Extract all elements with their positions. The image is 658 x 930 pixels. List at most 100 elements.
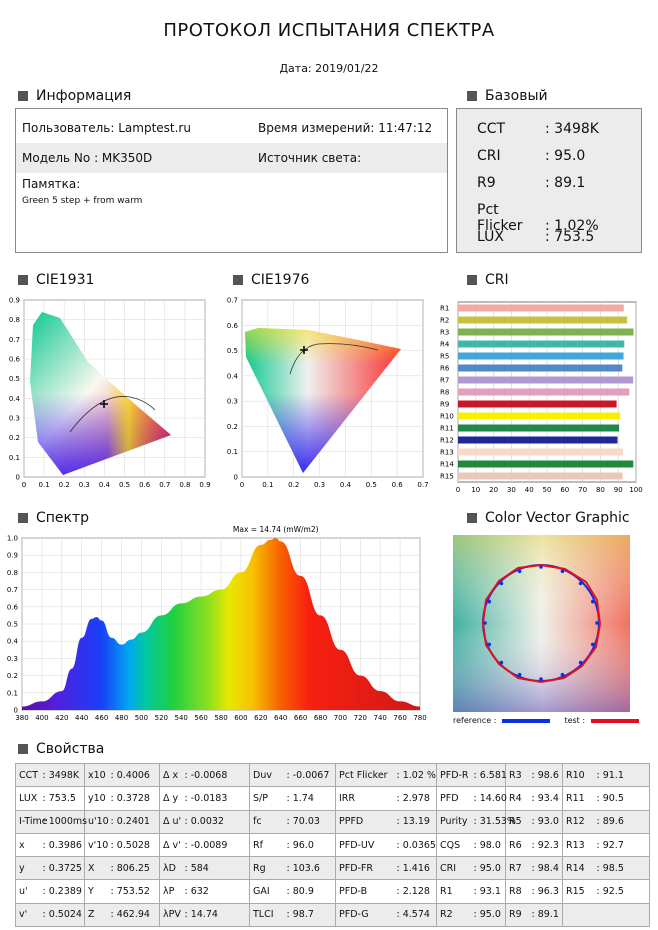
x-tick-label: 0.2 <box>288 481 299 489</box>
y-tick-label: 0.5 <box>9 375 20 383</box>
props-table: CCT: 3498K x10: 0.4006 Δ x: -0.0068 Duv: -0… <box>15 762 650 928</box>
prop-key: R15 <box>562 879 594 904</box>
x-tick-label: 0.3 <box>314 481 325 489</box>
spectrum-section-header: Спектр <box>18 510 89 526</box>
prop-value: : 92.7 <box>593 832 650 858</box>
info-time: Время измерений: 11:47:12 <box>258 121 433 135</box>
spectrum-x-tick: 620 <box>254 714 267 722</box>
cri-bar <box>458 412 621 420</box>
spectrum-x-tick: 640 <box>274 714 287 722</box>
prop-value: : -0.0068 <box>181 762 250 788</box>
info-source: Источник света: <box>258 151 362 165</box>
prop-value: : 90.5 <box>593 786 650 811</box>
prop-key: R13 <box>562 832 594 858</box>
spectrum-y-tick: 0.9 <box>7 552 18 560</box>
prop-value: : 98.7 <box>283 902 336 928</box>
prop-key: CCT <box>15 762 40 788</box>
cri-tick-label: 100 <box>629 486 642 494</box>
cri-bar <box>458 460 634 468</box>
y-tick-label: 0.4 <box>9 395 21 403</box>
cri-bar-label: R3 <box>440 329 449 337</box>
prop-value: : 98.0 <box>470 832 506 858</box>
cri-bar <box>458 376 634 384</box>
prop-value: : 31.53% <box>470 809 516 834</box>
prop-value: : 96.0 <box>283 832 336 858</box>
cri-bar-label: R14 <box>440 461 454 469</box>
spectrum-area <box>22 538 420 710</box>
cri-bar-label: R9 <box>440 401 449 409</box>
prop-key: u'10 <box>84 809 109 834</box>
prop-value: : 92.5 <box>593 879 650 904</box>
prop-key: Purity <box>436 809 471 834</box>
spectrum-x-tick: 420 <box>55 714 68 722</box>
prop-value: : 0.3986 <box>39 832 85 858</box>
cvg-marker <box>590 599 595 604</box>
prop-value: : 753.52 <box>107 879 160 904</box>
cie1976-section-header: CIE1976 <box>233 272 309 288</box>
spectrum-y-tick: 0.1 <box>7 689 18 697</box>
cvg-marker <box>517 569 522 574</box>
prop-key: λPV <box>159 902 182 928</box>
prop-key: X <box>84 856 108 881</box>
prop-key: y10 <box>84 786 108 811</box>
prop-key: Duv <box>249 762 284 788</box>
base-row-lux: LUX: 753.5 <box>477 229 595 245</box>
prop-value: : 806.25 <box>107 856 160 881</box>
props-row: v': 0.5024 Z: 462.94 λPV: 14.74 TLCI: 98.7 P… <box>15 902 650 928</box>
cie1931-svg: 0 0.1 0.2 0.3 0.4 0.5 0.6 0.7 0.8 0.9 0 0.1 0.2 0.3 0.… <box>9 297 211 490</box>
cri-bar-label: R2 <box>440 317 449 325</box>
spectrum-y-tick: 0.8 <box>7 569 18 577</box>
x-tick-label: 0.8 <box>179 481 190 489</box>
cvg-marker <box>590 642 595 647</box>
spectrum-max-label: Max = 14.74 (mW/m2) <box>233 525 319 534</box>
cri-bar-label: R4 <box>440 341 450 349</box>
info-panel: Пользователь: Lamptest.ru Время измерени… <box>15 108 448 253</box>
props-row: y: 0.3725 X: 806.25 λD: 584 Rg: 103.6 PFD-FR… <box>15 856 650 881</box>
x-tick-label: 0.4 <box>340 481 352 489</box>
prop-key: R1 <box>436 879 471 904</box>
prop-value: : 92.3 <box>528 832 563 858</box>
prop-value: : -0.0183 <box>181 786 250 811</box>
base-section-header: Базовый <box>467 88 548 104</box>
prop-value: : 91.1 <box>593 762 650 788</box>
props-row: LUX: 753.5 y10: 0.3728 Δ y: -0.0183 S/P: 1.… <box>15 786 650 811</box>
prop-key: CRI <box>436 856 471 881</box>
y-tick-label: 0.3 <box>227 398 238 406</box>
prop-value: : 1.416 <box>393 856 437 881</box>
prop-value: : 95.0 <box>470 902 506 928</box>
prop-value: : 4.574 <box>393 902 437 928</box>
spectrum-x-tick: 380 <box>15 714 28 722</box>
prop-key: IRR <box>335 786 394 811</box>
base-row-flicker: Pct Flicker: 1.02% <box>477 202 599 234</box>
cvg-marker <box>595 621 599 625</box>
x-tick-label: 0.4 <box>99 481 111 489</box>
prop-key: λP <box>159 879 182 904</box>
cri-tick-label: 20 <box>489 486 498 494</box>
prop-key: x <box>15 832 40 858</box>
prop-value: : 103.6 <box>283 856 336 881</box>
cvg-legend: reference : test : <box>453 716 640 725</box>
prop-key: R4 <box>505 786 529 811</box>
prop-key: y <box>15 856 40 881</box>
prop-value: : 13.19 <box>393 809 437 834</box>
reference-swatch <box>502 718 551 723</box>
section-square-icon <box>467 275 477 285</box>
spectrum-section-title: Спектр <box>36 510 90 526</box>
cri-tick-label: 90 <box>614 486 623 494</box>
spectrum-y-tick: 0.2 <box>7 672 18 680</box>
spectrum-x-tick: 480 <box>115 714 128 722</box>
props-section-title: Свойства <box>36 741 105 757</box>
cie1976-svg: 0 0.1 0.2 0.3 0.4 0.5 0.6 0.7 0 0.1 0.2 0.3 0.4 0.5 0.… <box>227 297 429 490</box>
info-user: Пользователь: Lamptest.ru <box>22 121 191 135</box>
spectrum-x-tick: 740 <box>374 714 387 722</box>
prop-value: : 0.4006 <box>107 762 160 788</box>
cvg-section-header: Color Vector Graphic <box>467 510 630 526</box>
cri-bar-label: R1 <box>440 305 449 313</box>
x-tick-label: 0.5 <box>119 481 130 489</box>
y-tick-label: 0.7 <box>227 297 238 305</box>
prop-value: : 462.94 <box>107 902 160 928</box>
prop-key: PFD-R <box>436 762 471 788</box>
cie1976-chart: 0 0.1 0.2 0.3 0.4 0.5 0.6 0.7 0 0.1 0.2 0.3 0.4 0.5 0.… <box>218 292 433 497</box>
prop-value: : 0.0365 <box>393 832 437 858</box>
cri-tick-label: 0 <box>456 486 460 494</box>
